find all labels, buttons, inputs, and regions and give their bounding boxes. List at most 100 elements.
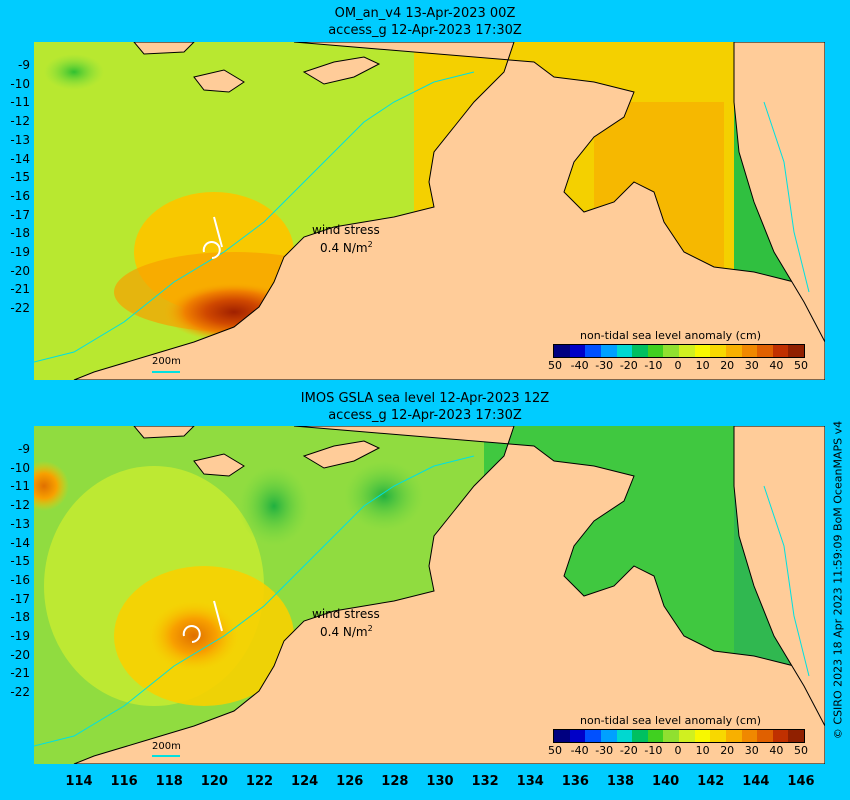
longitude-tick-label: 142 [697, 774, 725, 789]
latitude-tick-label: -15 [10, 554, 30, 569]
longitude-tick-label: 116 [110, 774, 138, 789]
panel1-sea-level-map [34, 42, 825, 380]
panel2-title-line2: access_g 12-Apr-2023 17:30Z [328, 408, 522, 423]
latitude-tick-label: -13 [10, 132, 30, 147]
latitude-tick-label: -11 [10, 479, 30, 494]
colorbar-swatch [772, 345, 789, 357]
longitude-tick-label: 128 [381, 774, 409, 789]
colorbar-swatch [647, 730, 664, 742]
colorbar-tick-label: -30 [595, 744, 614, 757]
panel1-wind-stress-label: wind stress [312, 223, 380, 237]
longitude-tick-label: 146 [787, 774, 815, 789]
latitude-tick-label: -18 [10, 226, 30, 241]
latitude-tick-label: -13 [10, 516, 30, 531]
longitude-tick-label: 124 [291, 774, 319, 789]
colorbar-swatch [772, 730, 789, 742]
panel1-wind-stress-value: 0.4 N/m2 [320, 240, 373, 255]
panel2-wind-stress-value: 0.4 N/m2 [320, 624, 373, 639]
colorbar-tick-label: 40 [769, 359, 784, 372]
colorbar-swatch [600, 345, 617, 357]
panel2-scale-label: 200m [152, 741, 181, 752]
latitude-tick-label: -12 [10, 114, 30, 129]
colorbar-tick-label: -40 [570, 744, 589, 757]
panel2-colorbar-title: non-tidal sea level anomaly (cm) [580, 714, 761, 727]
longitude-tick-label: 126 [336, 774, 364, 789]
colorbar-swatch [616, 345, 633, 357]
latitude-tick-label: -14 [10, 535, 30, 550]
panel2-colorbar [553, 729, 805, 743]
panel1-title-line1: OM_an_v4 13-Apr-2023 00Z [334, 6, 516, 21]
colorbar-swatch [679, 345, 695, 357]
longitude-tick-label: 114 [65, 774, 93, 789]
colorbar-swatch [585, 730, 601, 742]
colorbar-swatch [694, 345, 711, 357]
colorbar-tick-label: 10 [695, 359, 710, 372]
colorbar-tick-label: 20 [720, 359, 735, 372]
colorbar-swatch [585, 345, 601, 357]
colorbar-swatch [788, 730, 804, 742]
latitude-tick-label: -20 [10, 647, 30, 662]
colorbar-swatch [554, 345, 570, 357]
longitude-tick-label: 134 [516, 774, 544, 789]
panel1-colorbar-title: non-tidal sea level anomaly (cm) [580, 329, 761, 342]
colorbar-swatch [725, 345, 742, 357]
colorbar-tick-label: 30 [744, 359, 759, 372]
longitude-tick-label: 132 [471, 774, 499, 789]
colorbar-tick-label: -10 [644, 744, 663, 757]
colorbar-tick-label: -40 [570, 359, 589, 372]
colorbar-swatch [757, 730, 773, 742]
colorbar-swatch [694, 730, 711, 742]
colorbar-swatch [679, 730, 695, 742]
colorbar-tick-label: 20 [720, 744, 735, 757]
latitude-tick-label: -21 [10, 282, 30, 297]
colorbar-tick-label: -20 [619, 744, 638, 757]
latitude-tick-label: -16 [10, 188, 30, 203]
latitude-tick-label: -9 [18, 442, 30, 456]
longitude-tick-label: 138 [606, 774, 635, 789]
longitude-tick-label: 130 [426, 774, 454, 789]
latitude-tick-label: -18 [10, 610, 30, 625]
panel1-scale-label: 200m [152, 356, 181, 367]
panel1-title-line2: access_g 12-Apr-2023 17:30Z [328, 23, 522, 38]
colorbar-tick-label: 0 [674, 359, 682, 372]
credit-text: © CSIRO 2023 18 Apr 2023 11:59:09 BoM Oc… [831, 420, 845, 740]
colorbar-swatch [741, 345, 758, 357]
colorbar-swatch [600, 730, 617, 742]
colorbar-swatch [663, 345, 679, 357]
colorbar-tick-label: 50 [794, 359, 808, 372]
latitude-tick-label: -19 [10, 245, 30, 259]
colorbar-swatch [632, 345, 648, 357]
latitude-tick-label: -17 [10, 591, 30, 606]
colorbar-tick-label: 10 [695, 744, 710, 757]
latitude-tick-label: -9 [18, 58, 30, 72]
colorbar-tick-label: -20 [619, 359, 638, 372]
latitude-tick-label: -21 [10, 666, 30, 681]
colorbar-swatch [788, 345, 804, 357]
panel2-title-line1: IMOS GSLA sea level 12-Apr-2023 12Z [300, 391, 550, 406]
panel2-sea-level-map [34, 426, 825, 764]
colorbar-swatch [757, 345, 773, 357]
panel1-colorbar [553, 344, 805, 358]
panel2-wind-stress-label: wind stress [312, 607, 380, 621]
latitude-tick-label: -10 [10, 460, 30, 475]
colorbar-swatch [647, 345, 664, 357]
latitude-tick-label: -15 [10, 170, 30, 185]
colorbar-swatch [616, 730, 633, 742]
longitude-tick-label: 120 [200, 774, 228, 789]
longitude-tick-label: 144 [742, 774, 770, 789]
colorbar-tick-label: 50 [548, 359, 562, 372]
colorbar-swatch [710, 345, 726, 357]
latitude-tick-label: -12 [10, 498, 30, 513]
latitude-tick-label: -10 [10, 76, 30, 91]
colorbar-swatch [741, 730, 758, 742]
latitude-tick-label: -14 [10, 151, 30, 166]
colorbar-tick-label: 30 [744, 744, 759, 757]
colorbar-swatch [569, 345, 586, 357]
colorbar-swatch [663, 730, 679, 742]
latitude-tick-label: -20 [10, 263, 30, 278]
colorbar-swatch [632, 730, 648, 742]
longitude-tick-label: 118 [155, 774, 183, 789]
colorbar-swatch [569, 730, 586, 742]
colorbar-tick-label: 50 [794, 744, 808, 757]
colorbar-swatch [725, 730, 742, 742]
